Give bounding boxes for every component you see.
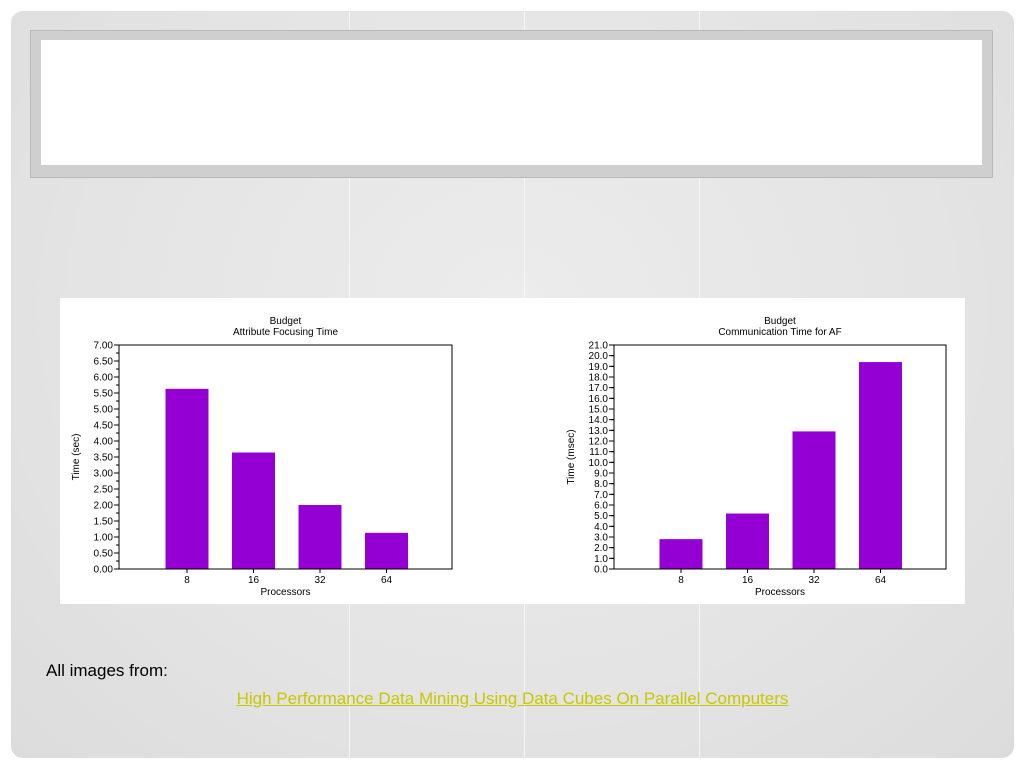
y-tick-label: 19.0 (589, 362, 609, 373)
y-tick-label: 17.0 (589, 383, 609, 394)
bar-32 (298, 505, 342, 569)
y-tick-label: 8.0 (594, 479, 608, 490)
y-tick-label: 3.0 (594, 533, 608, 544)
y-tick-label: 20.0 (589, 351, 609, 362)
y-tick-label: 4.0 (594, 522, 608, 533)
title-placeholder-frame (30, 30, 993, 178)
y-tick-label: 15.0 (589, 405, 609, 416)
x-tick-label: 16 (742, 575, 754, 586)
x-tick-label: 64 (875, 575, 887, 586)
y-tick-label: 2.00 (94, 501, 114, 512)
x-tick-label: 32 (314, 575, 326, 586)
y-tick-label: 7.0 (594, 490, 608, 501)
x-tick-label: 8 (184, 575, 190, 586)
x-axis-label: Processors (755, 587, 805, 598)
chart-figure: Budget Attribute Focusing Time 0.00 0.50 1.0… (60, 298, 965, 604)
title-placeholder (41, 40, 982, 165)
bar-16 (232, 452, 275, 569)
y-tick-label: 0.50 (94, 549, 114, 560)
y-tick-label: 12.0 (589, 437, 609, 448)
y-tick-label: 14.0 (589, 415, 609, 426)
x-tick-label: 16 (248, 575, 260, 586)
y-tick-label: 13.0 (589, 426, 609, 437)
y-tick-label: 9.0 (594, 469, 608, 480)
y-tick-label: 5.0 (594, 511, 608, 522)
y-axis-label: Time (msec) (566, 429, 577, 484)
y-tick-label: 4.00 (94, 437, 114, 448)
y-tick-label: 2.0 (594, 543, 608, 554)
y-tick-label: 1.00 (94, 533, 114, 544)
y-tick-label: 2.50 (94, 485, 114, 496)
source-link[interactable]: High Performance Data Mining Using Data … (236, 689, 789, 708)
x-tick-label: 32 (808, 575, 820, 586)
slide: Budget Attribute Focusing Time 0.00 0.50 1.0… (11, 11, 1014, 758)
y-tick-label: 16.0 (589, 394, 609, 405)
y-tick-label: 3.50 (94, 453, 114, 464)
y-axis-label: Time (sec) (71, 434, 82, 481)
x-axis-label: Processors (260, 587, 310, 598)
chart-subtitle: Communication Time for AF (718, 327, 841, 338)
y-tick-label: 6.00 (94, 373, 114, 384)
y-tick-label: 7.00 (94, 341, 114, 352)
chart-title: Budget (270, 316, 302, 327)
x-tick-label: 64 (381, 575, 393, 586)
y-tick-label: 11.0 (589, 447, 608, 458)
bar-16 (726, 513, 769, 569)
bar-64 (365, 532, 408, 569)
y-tick-label: 5.50 (94, 389, 114, 400)
bar-64 (859, 362, 902, 569)
bar-8 (659, 539, 703, 569)
chart-subtitle: Attribute Focusing Time (233, 327, 338, 338)
y-tick-label: 21.0 (589, 341, 609, 352)
y-tick-label: 0.00 (94, 565, 114, 576)
y-tick-label: 3.00 (94, 469, 114, 480)
y-tick-label: 6.50 (94, 357, 114, 368)
y-tick-label: 0.0 (594, 565, 608, 576)
y-tick-label: 1.0 (594, 554, 608, 565)
caption-text: All images from: (46, 661, 168, 680)
bar-32 (792, 431, 836, 569)
y-tick-label: 4.50 (94, 421, 114, 432)
plot-frame (613, 344, 947, 570)
chart-title: Budget (764, 316, 796, 327)
y-tick-label: 10.0 (589, 458, 609, 469)
x-tick-label: 8 (678, 575, 684, 586)
y-tick-label: 18.0 (589, 373, 609, 384)
y-tick-label: 5.00 (94, 405, 114, 416)
bar-8 (165, 388, 209, 569)
y-tick-label: 6.0 (594, 501, 608, 512)
y-tick-label: 1.50 (94, 517, 114, 528)
